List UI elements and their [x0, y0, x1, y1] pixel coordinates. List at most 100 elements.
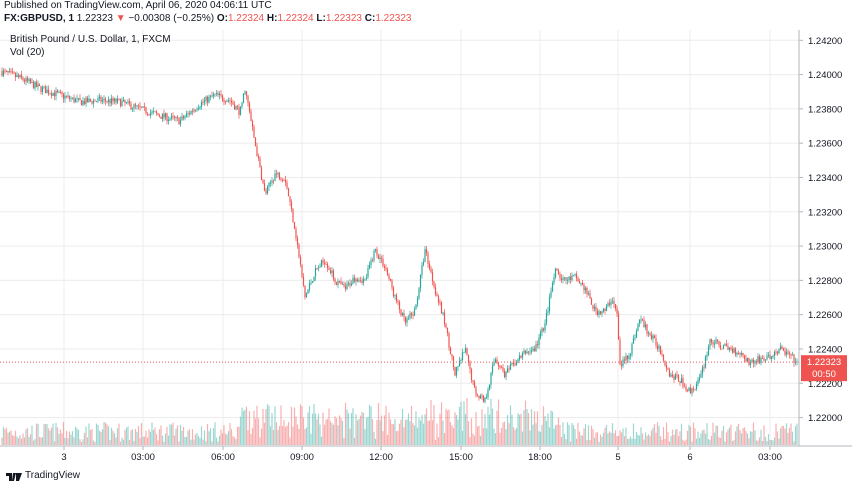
- volume-bar: [793, 441, 795, 445]
- volume-bar: [422, 423, 425, 445]
- candle-body: [664, 360, 666, 366]
- volume-bar: [355, 414, 357, 445]
- candle-body: [599, 311, 602, 314]
- volume-bar: [595, 432, 597, 445]
- candle-body: [377, 255, 380, 259]
- volume-bar: [542, 406, 545, 445]
- volume-bar: [205, 441, 207, 445]
- volume-bar: [598, 441, 600, 445]
- candle-body: [796, 361, 798, 363]
- candle-body: [679, 381, 681, 384]
- volume-bar: [424, 414, 426, 445]
- volume-bar: [242, 410, 245, 445]
- volume-bar: [697, 431, 699, 445]
- candle-body: [758, 356, 761, 364]
- candle-body: [548, 297, 551, 312]
- candle-body: [49, 93, 51, 95]
- candle-body: [286, 182, 288, 189]
- volume-bar: [253, 410, 255, 445]
- candle-body: [91, 101, 93, 104]
- candle-body: [428, 264, 431, 269]
- volume-bar: [451, 425, 453, 445]
- candle-body: [76, 98, 78, 100]
- volume-bar: [47, 428, 50, 445]
- volume-bar: [491, 408, 494, 445]
- volume-bar: [752, 422, 755, 445]
- low-value: 1.22323: [325, 13, 362, 24]
- volume-bar: [244, 409, 246, 445]
- candle-body: [637, 323, 639, 331]
- price-axis[interactable]: 1.24200 1.24000 1.23800 1.23600 1.23400 1.232…: [799, 36, 842, 424]
- candle-body: [59, 91, 62, 93]
- volume-bar: [728, 427, 731, 445]
- volume-bar: [551, 411, 554, 445]
- candle-body: [442, 312, 444, 314]
- candle-body: [356, 279, 359, 282]
- candle-body: [568, 276, 570, 281]
- volume-bar: [329, 421, 332, 445]
- candle-body: [227, 100, 230, 102]
- volume-bar: [214, 422, 216, 445]
- volume-bar: [667, 432, 669, 445]
- volume-bar: [272, 429, 275, 445]
- candle-body: [200, 102, 203, 107]
- volume-bar: [791, 431, 794, 445]
- volume-bar: [299, 404, 302, 445]
- volume-bar: [208, 431, 210, 445]
- volume-bar: [295, 416, 297, 445]
- candle-body: [88, 98, 90, 103]
- candle-body: [130, 103, 132, 110]
- candle-body: [251, 120, 254, 127]
- volume-bar: [236, 426, 239, 445]
- tradingview-logo[interactable]: TradingView: [6, 470, 80, 481]
- volume-bar: [377, 403, 380, 445]
- price-tick-label: 1.23200: [808, 207, 842, 218]
- volume-bar: [20, 438, 23, 445]
- price-tick-label: 1.22200: [808, 379, 842, 390]
- volume-bar: [38, 437, 41, 445]
- volume-bar: [596, 432, 599, 445]
- ohlc-readout: FX:GBPUSD, 1 1.22323 ▼ −0.00308 (−0.25%)…: [4, 13, 411, 24]
- volume-bar: [443, 433, 446, 445]
- volume-bar: [164, 433, 167, 445]
- volume-bar: [127, 426, 129, 445]
- time-axis[interactable]: 3 03:00 06:00 09:00 12:00 15:00 18:00 5 6 03:00: [61, 446, 782, 463]
- candle-body: [772, 355, 774, 357]
- candle-body: [292, 209, 294, 223]
- volume-bar: [554, 425, 557, 445]
- candle-body: [215, 93, 218, 94]
- candle-body: [43, 86, 45, 88]
- candle-body: [463, 352, 465, 353]
- candle-body: [188, 113, 191, 115]
- volume-bar: [758, 437, 761, 445]
- volume-bar: [499, 432, 501, 445]
- candle-body: [112, 98, 114, 102]
- volume-bar: [688, 424, 690, 445]
- candle-body: [491, 365, 494, 373]
- volume-bar: [224, 433, 227, 445]
- candle-body: [550, 291, 552, 298]
- volume-bar: [59, 429, 62, 445]
- volume-bar: [470, 418, 473, 445]
- volume-bar: [671, 429, 674, 445]
- price-chart[interactable]: 1.24200 1.24000 1.23800 1.23600 1.23400 1.232…: [0, 30, 852, 468]
- volume-bar: [122, 439, 125, 445]
- candle-body: [698, 377, 701, 380]
- volume-bar: [92, 440, 95, 445]
- candle-body: [352, 277, 354, 284]
- candle-body: [719, 345, 722, 349]
- candle-body: [77, 97, 80, 99]
- volume-bar: [637, 434, 639, 445]
- volume-bar: [221, 433, 224, 445]
- candle-body: [461, 352, 464, 360]
- candle-body: [700, 373, 702, 378]
- candle-body: [2, 70, 5, 76]
- volume-bar: [431, 420, 434, 445]
- candle-body: [406, 318, 408, 323]
- volume-bar: [578, 431, 581, 445]
- candle-body: [118, 98, 120, 100]
- volume-bar: [373, 431, 375, 445]
- volume-bar: [320, 436, 323, 445]
- volume-bar: [328, 408, 330, 445]
- candle-body: [728, 347, 731, 350]
